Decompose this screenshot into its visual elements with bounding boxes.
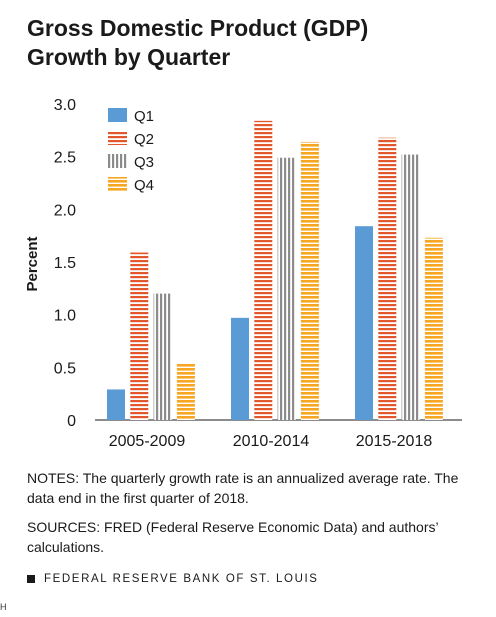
x-tick-label: 2005-2009: [109, 433, 186, 450]
legend-swatch-q2: [108, 131, 127, 145]
notes-text: NOTES: The quarterly growth rate is an a…: [27, 470, 459, 506]
bar-q4-2010-2014: [300, 141, 319, 421]
x-tick-label: 2015-2018: [356, 433, 433, 450]
legend: Q1 Q2 Q3 Q4: [108, 108, 154, 194]
bar-chart: Percent 0 0.5 1.0 1.5 2.0 2.5 3.0 2005-2009 201…: [24, 97, 462, 450]
legend-swatch-q3: [108, 154, 127, 168]
legend-label-q2: Q2: [134, 131, 154, 148]
footer-text: FEDERAL RESERVE BANK OF ST. LOUIS: [44, 573, 319, 585]
chart-title-line1: Gross Domestic Product (GDP): [27, 15, 369, 41]
y-tick-label: 0.5: [54, 360, 76, 377]
bar-q3-2010-2014: [277, 157, 296, 420]
corner-mark: H: [0, 602, 7, 612]
y-tick-label: 1.0: [54, 308, 76, 325]
bar-q2-2015-2018: [378, 137, 397, 420]
bars: [107, 120, 443, 421]
legend-swatch-q1: [108, 108, 127, 122]
bar-q4-2005-2009: [176, 363, 195, 420]
x-axis-ticks: 2005-2009 2010-2014 2015-2018: [109, 433, 433, 450]
y-tick-label: 2.0: [54, 202, 76, 219]
legend-label-q3: Q3: [134, 154, 154, 171]
bar-q4-2015-2018: [424, 237, 443, 420]
y-axis-label: Percent: [24, 236, 41, 291]
y-tick-label: 2.5: [54, 150, 76, 167]
bar-q3-2015-2018: [401, 154, 420, 420]
y-axis-ticks: 0 0.5 1.0 1.5 2.0 2.5 3.0: [54, 97, 76, 430]
y-tick-label: 3.0: [54, 97, 76, 114]
legend-label-q4: Q4: [134, 177, 154, 194]
chart-title: Gross Domestic Product (GDP) Growth by Q…: [27, 14, 467, 72]
bar-q3-2005-2009: [153, 293, 172, 420]
bar-q1-2005-2009: [107, 389, 125, 420]
bar-q2-2005-2009: [130, 252, 149, 420]
legend-label-q1: Q1: [134, 108, 154, 125]
y-tick-label: 1.5: [54, 255, 76, 272]
bar-q1-2010-2014: [231, 317, 249, 420]
sources-text: SOURCES: FRED (Federal Reserve Economic …: [27, 519, 439, 555]
bar-q1-2015-2018: [355, 226, 373, 420]
footer: FEDERAL RESERVE BANK OF ST. LOUIS: [27, 573, 319, 585]
y-tick-label: 0: [67, 413, 76, 430]
bar-q2-2010-2014: [254, 120, 273, 420]
x-tick-label: 2010-2014: [233, 433, 310, 450]
legend-swatch-q4: [108, 177, 127, 191]
footer-square-icon: [27, 575, 35, 583]
chart-title-line2: Growth by Quarter: [27, 44, 231, 70]
